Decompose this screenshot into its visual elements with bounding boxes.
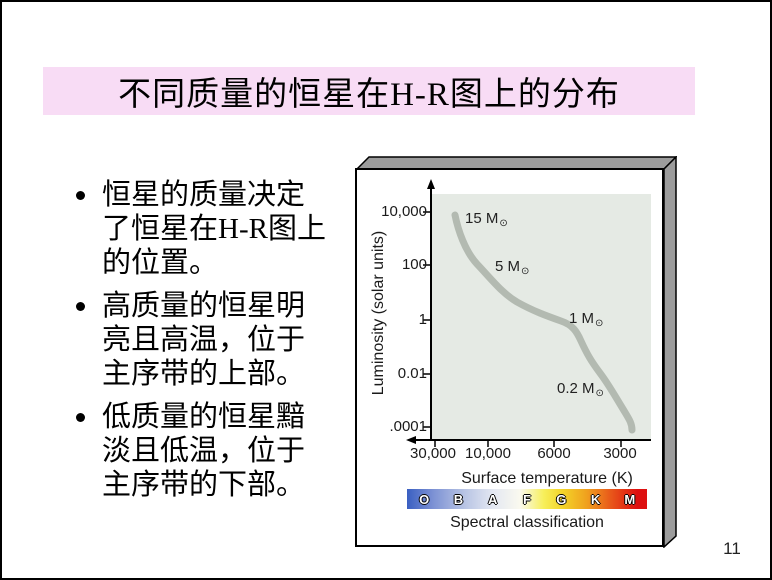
- y-tick-label: 0.01: [397, 365, 427, 382]
- spectral-class-letter: B: [453, 491, 464, 507]
- mass-label-1: 1 M⊙: [569, 310, 604, 329]
- sun-symbol: ⊙: [499, 218, 508, 229]
- figure-3d-edge: [355, 156, 677, 548]
- bullet-line: 低质量的恒星黯: [102, 401, 306, 433]
- bullet-line: 的位置。: [102, 247, 219, 279]
- y-axis-arrow-icon: [427, 179, 435, 189]
- x-axis-arrow-icon: [406, 436, 416, 444]
- bullet-line: 淡且低温，位于: [102, 435, 306, 467]
- mass-label-text: 1 M: [569, 310, 595, 327]
- x-tick-label: 6000: [537, 445, 571, 462]
- bullet-line: 亮且高温，位于: [102, 324, 306, 356]
- spectral-bar: O B A F G K M: [407, 489, 647, 509]
- x-tick-label: 30,000: [410, 445, 456, 462]
- axis-ticks: [423, 211, 622, 447]
- main-sequence-curve: [451, 211, 636, 434]
- sun-symbol: ⊙: [595, 318, 604, 329]
- x-tick-label: 3000: [603, 445, 637, 462]
- mass-label-5: 5 M⊙: [495, 258, 530, 277]
- bullet-item: 低质量的恒星黯 淡且低温，位于 主序带的下部。: [62, 400, 362, 502]
- bullet-icon: [76, 413, 85, 422]
- spectral-class-letter: K: [590, 491, 601, 507]
- sun-symbol: ⊙: [521, 266, 530, 277]
- mass-label-0-2: 0.2 M⊙: [557, 380, 604, 399]
- mass-label-text: 15 M: [465, 210, 499, 227]
- spectral-class-letter: A: [488, 491, 498, 507]
- spectral-caption: Spectral classification: [450, 514, 604, 531]
- bullet-item: 恒星的质量决定 了恒星在H-R图上 的位置。: [62, 178, 362, 280]
- spectral-class-letter: G: [556, 491, 567, 507]
- axes: [415, 188, 651, 441]
- spectral-class-letter: O: [419, 491, 430, 507]
- bullet-line: 主序带的上部。: [102, 358, 306, 390]
- bullet-line: 主序带的下部。: [102, 469, 306, 501]
- x-axis-label: Surface temperature (K): [461, 470, 633, 487]
- bullet-icon: [76, 191, 85, 200]
- bullet-line: 恒星的质量决定: [102, 179, 306, 211]
- y-tick-label: 100: [401, 256, 427, 273]
- figure-right-bevel: [663, 156, 677, 548]
- y-tick-label: 1: [418, 311, 427, 328]
- hr-diagram-figure: 10,000 100 1 0.01 .0001 30,000 10,000 60…: [355, 156, 677, 548]
- hr-diagram-panel: 10,000 100 1 0.01 .0001 30,000 10,000 60…: [355, 168, 664, 547]
- spectral-class-letter: F: [523, 491, 531, 507]
- page-number: 11: [723, 539, 741, 558]
- sun-symbol: ⊙: [595, 388, 604, 399]
- bullet-item: 高质量的恒星明 亮且高温，位于 主序带的上部。: [62, 289, 362, 391]
- bullet-icon: [76, 302, 85, 311]
- mass-label-text: 0.2 M: [557, 380, 595, 397]
- bullet-line: 了恒星在H-R图上: [102, 213, 326, 245]
- mass-label-15: 15 M⊙: [465, 210, 508, 229]
- page-title: 不同质量的恒星在H-R图上的分布: [118, 77, 620, 113]
- bullet-line: 高质量的恒星明: [102, 290, 306, 322]
- y-axis-label: Luminosity (solar units): [370, 230, 387, 396]
- spectral-class-letter: M: [624, 491, 636, 507]
- y-tick-label: .0001: [389, 418, 427, 435]
- title-bar: 不同质量的恒星在H-R图上的分布: [43, 67, 695, 115]
- mass-label-text: 5 M: [495, 258, 521, 275]
- bullet-list: 恒星的质量决定 了恒星在H-R图上 的位置。 高质量的恒星明 亮且高温，位于 主…: [62, 178, 362, 511]
- y-tick-label: 10,000: [381, 203, 427, 220]
- x-tick-label: 10,000: [465, 445, 511, 462]
- hr-plot: [406, 179, 651, 447]
